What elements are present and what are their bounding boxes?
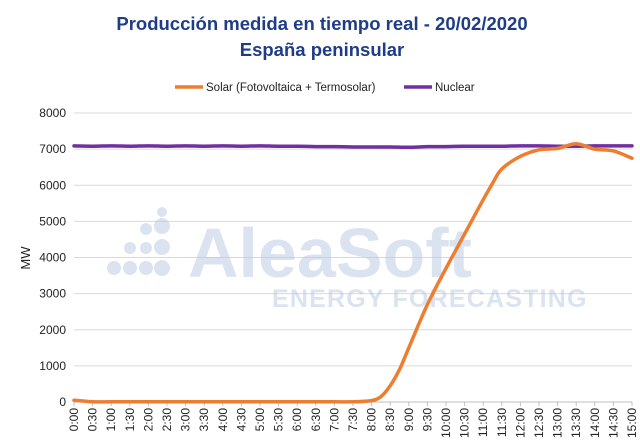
x-tick-label: 12:30 [532, 408, 546, 438]
y-tick-label: 1000 [39, 359, 66, 373]
x-tick-label: 1:30 [123, 408, 137, 432]
legend-label-nuclear: Nuclear [435, 82, 475, 94]
x-tick-label: 6:30 [309, 408, 323, 432]
x-tick-label: 11:00 [476, 408, 490, 437]
x-tick-label: 11:30 [495, 408, 509, 437]
x-tick-label: 9:30 [420, 408, 434, 432]
x-tick-label: 5:00 [253, 408, 267, 432]
watermark-brand: AleaSoft [188, 214, 472, 292]
x-tick-label: 0:00 [67, 408, 81, 432]
y-tick-label: 8000 [39, 106, 66, 120]
x-tick-label: 8:30 [383, 408, 397, 432]
x-tick-label: 4:00 [216, 408, 230, 432]
y-tick-label: 7000 [39, 142, 66, 156]
watermark-dots-logo [107, 207, 170, 276]
watermark: AleaSoft ENERGY FORECASTING [107, 207, 586, 313]
x-tick-label: 10:00 [439, 408, 453, 438]
chart-title: Producción medida en tiempo real - 20/02… [116, 13, 527, 34]
legend: Solar (Fotovoltaica + Termosolar) Nuclea… [175, 82, 475, 94]
series-layer [72, 141, 634, 404]
x-tick-label: 9:00 [402, 408, 416, 432]
x-tick-label: 3:00 [179, 408, 193, 432]
x-tick-label: 5:30 [272, 408, 286, 432]
x-tick-label: 2:30 [160, 408, 174, 432]
y-tick-label: 0 [59, 395, 66, 409]
x-tick-label: 4:30 [234, 408, 248, 432]
legend-label-solar: Solar (Fotovoltaica + Termosolar) [206, 82, 376, 94]
x-tick-label: 3:30 [197, 408, 211, 432]
y-tick-label: 3000 [39, 287, 66, 301]
y-tick-label: 5000 [39, 214, 66, 228]
x-tick-label: 10:30 [458, 408, 472, 438]
x-tick-label: 0:30 [86, 408, 100, 432]
x-axis-ticks: 0:00 0:30 1:00 1:30 2:00 2:30 3:00 3:30 4:00 4:30… [67, 402, 639, 438]
x-tick-label: 6:00 [290, 408, 304, 432]
series-line-solar [72, 141, 634, 404]
x-tick-label: 1:00 [104, 408, 118, 432]
y-tick-label: 6000 [39, 178, 66, 192]
y-tick-label: 4000 [39, 251, 66, 265]
x-tick-label: 14:30 [606, 408, 620, 438]
chart-subtitle: España peninsular [240, 39, 405, 60]
x-tick-label: 7:30 [346, 408, 360, 432]
y-axis-ticks: 0 1000 2000 3000 4000 5000 6000 7000 8000 [39, 106, 66, 409]
x-tick-label: 7:00 [327, 408, 341, 432]
y-tick-label: 2000 [39, 323, 66, 337]
x-tick-label: 12:00 [513, 408, 527, 438]
x-tick-label: 14:00 [588, 408, 602, 438]
x-tick-label: 8:00 [365, 408, 379, 432]
x-tick-label: 13:30 [569, 408, 583, 438]
x-tick-label: 13:00 [551, 408, 565, 438]
y-axis-label: MW [18, 246, 33, 270]
x-tick-label: 2:00 [141, 408, 155, 432]
series-line-nuclear [72, 144, 634, 150]
x-tick-label: 15:00 [625, 408, 639, 438]
